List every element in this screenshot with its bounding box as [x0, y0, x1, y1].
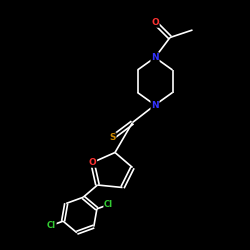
Text: S: S [109, 133, 116, 142]
Text: Cl: Cl [47, 221, 56, 230]
Text: N: N [151, 53, 159, 62]
Text: N: N [151, 100, 159, 110]
Text: O: O [88, 158, 96, 167]
Text: Cl: Cl [104, 200, 113, 209]
Text: O: O [151, 18, 159, 27]
